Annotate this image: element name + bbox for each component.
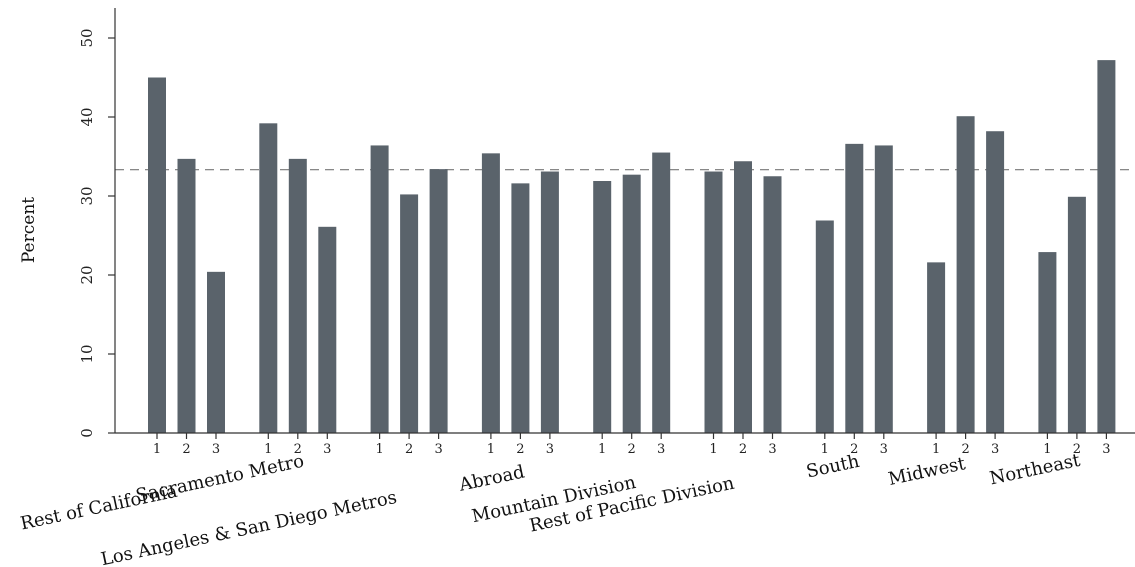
x-tick-label: 3 xyxy=(434,442,442,457)
group-label: Midwest xyxy=(886,453,968,490)
bar xyxy=(1038,252,1057,433)
bar xyxy=(956,116,975,434)
bar xyxy=(927,262,946,433)
x-tick-label: 3 xyxy=(991,442,999,457)
y-tick-label: 30 xyxy=(78,186,96,205)
y-tick-label: 40 xyxy=(78,107,96,126)
bar xyxy=(481,153,500,433)
x-tick-label: 2 xyxy=(405,442,413,457)
x-tick-label: 2 xyxy=(1073,442,1081,457)
group-label: Sacramento Metro xyxy=(134,451,306,507)
bar xyxy=(593,180,612,433)
x-tick-label: 3 xyxy=(546,442,554,457)
x-tick-label: 2 xyxy=(739,442,747,457)
x-tick-label: 1 xyxy=(375,442,383,457)
x-tick-label: 2 xyxy=(961,442,969,457)
y-tick-label: 10 xyxy=(78,344,96,363)
y-tick-label: 50 xyxy=(78,28,96,47)
x-tick-label: 3 xyxy=(212,442,220,457)
bar xyxy=(400,194,419,433)
bar xyxy=(704,171,723,433)
y-axis-title: Percent xyxy=(19,197,39,263)
group-label: Northeast xyxy=(988,450,1083,490)
bar xyxy=(288,158,307,433)
bar xyxy=(845,143,864,434)
bar xyxy=(763,176,782,433)
x-tick-label: 3 xyxy=(768,442,776,457)
bar xyxy=(652,152,671,434)
x-tick-label: 1 xyxy=(264,442,272,457)
bar xyxy=(429,169,448,433)
bar xyxy=(874,145,893,433)
x-tick-label: 1 xyxy=(153,442,161,457)
x-tick-label: 3 xyxy=(1102,442,1110,457)
x-tick-label: 1 xyxy=(932,442,940,457)
x-tick-label: 3 xyxy=(880,442,888,457)
x-tick-label: 3 xyxy=(657,442,665,457)
bar xyxy=(511,183,530,433)
bar xyxy=(177,158,196,433)
bar xyxy=(148,77,166,433)
x-tick-label: 2 xyxy=(516,442,524,457)
y-tick-label: 0 xyxy=(78,428,96,438)
x-tick-label: 2 xyxy=(294,442,302,457)
x-tick-label: 1 xyxy=(598,442,606,457)
bar xyxy=(207,271,225,433)
bar xyxy=(1067,196,1086,433)
bar xyxy=(622,174,641,434)
bar xyxy=(1097,60,1116,434)
x-tick-label: 1 xyxy=(821,442,829,457)
x-tick-label: 2 xyxy=(850,442,858,457)
bar xyxy=(815,220,834,433)
bar xyxy=(259,123,278,433)
x-tick-label: 3 xyxy=(323,442,331,457)
x-tick-label: 1 xyxy=(1043,442,1051,457)
axes-layer xyxy=(108,8,1135,439)
x-tick-label: 1 xyxy=(487,442,495,457)
y-tick-label: 20 xyxy=(78,265,96,284)
bar xyxy=(370,145,389,433)
group-label: Abroad xyxy=(456,461,526,496)
bar xyxy=(540,171,559,433)
group-label: South xyxy=(804,451,861,483)
x-tick-label: 2 xyxy=(182,442,190,457)
bar xyxy=(986,131,1005,433)
bar xyxy=(318,226,337,433)
x-tick-label: 2 xyxy=(628,442,636,457)
x-tick-label: 1 xyxy=(709,442,717,457)
bar xyxy=(734,161,752,434)
bars-layer xyxy=(148,60,1116,434)
